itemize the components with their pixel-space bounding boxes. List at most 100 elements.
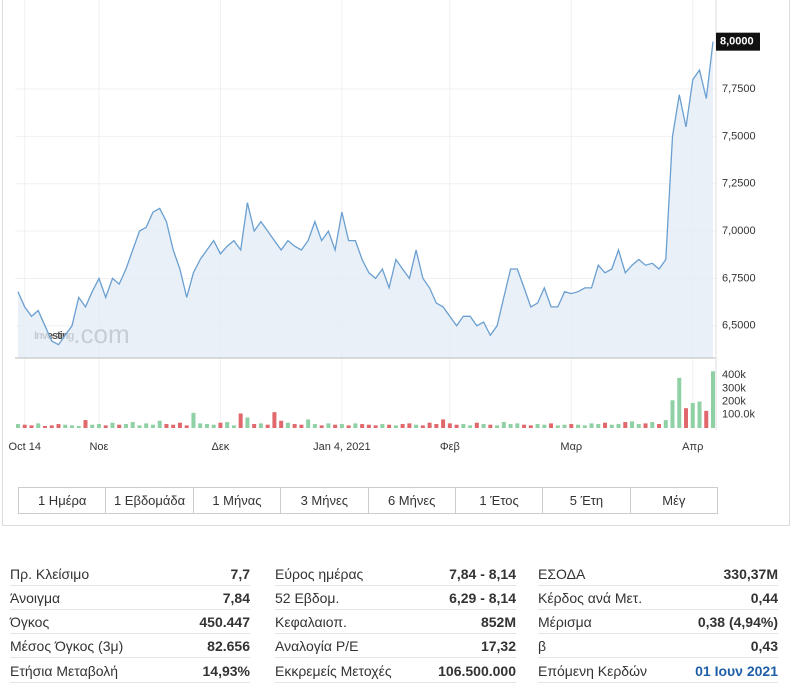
range-selector: 1 Ημέρα 1 Εβδομάδα 1 Μήνας 3 Μήνες 6 Μήνες 1 … — [18, 487, 718, 514]
volume-bar — [522, 424, 527, 428]
volume-bar — [582, 425, 587, 428]
stat-row: Όγκος 450.447 — [10, 610, 250, 634]
volume-bar — [117, 424, 122, 428]
range-button[interactable]: 5 Έτη — [543, 488, 631, 513]
volume-bar — [326, 423, 331, 428]
stat-value: 0,44 — [750, 590, 778, 606]
stat-value: 82.656 — [207, 638, 250, 654]
volume-bar — [29, 425, 34, 428]
volume-bar — [96, 424, 101, 428]
volume-bar — [16, 424, 20, 428]
volume-bar — [333, 424, 338, 428]
stat-row: Εκκρεμείς Μετοχές 106.500.000 — [275, 659, 516, 683]
volume-bar — [623, 422, 628, 428]
range-button[interactable]: 6 Μήνες — [369, 488, 456, 513]
stat-value: 450.447 — [199, 614, 250, 630]
volume-bar — [609, 424, 614, 428]
stat-row: Ετήσια Μεταβολή 14,93% — [10, 659, 250, 683]
stat-row: β 0,43 — [538, 634, 778, 658]
volume-bar — [535, 424, 540, 428]
volume-bar — [218, 422, 223, 428]
volume-bar — [211, 424, 216, 428]
volume-bar — [312, 424, 317, 428]
y-tick-label: 6,5000 — [722, 320, 756, 332]
volume-bar — [49, 425, 54, 428]
stat-label: Εύρος ημέρας — [275, 566, 364, 582]
volume-bar — [252, 424, 257, 428]
stat-row: Άνοιγμα 7,84 — [10, 586, 250, 610]
volume-bar — [76, 426, 81, 428]
volume-bar — [670, 400, 675, 428]
stat-value: 14,93% — [202, 663, 250, 679]
volume-bar — [346, 425, 351, 428]
y-tick-label: 7,5000 — [722, 130, 756, 142]
stat-value: 7,84 — [222, 590, 250, 606]
stat-label: Μέρισμα — [538, 614, 592, 630]
volume-bar — [549, 423, 554, 428]
volume-bar — [339, 424, 344, 428]
volume-bar — [123, 424, 128, 428]
volume-bar — [501, 422, 506, 428]
volume-bar — [83, 420, 88, 428]
volume-bar — [576, 424, 581, 428]
volume-bar — [36, 423, 41, 428]
volume-bar — [380, 424, 385, 428]
stat-label: Ετήσια Μεταβολή — [10, 663, 119, 679]
volume-bar — [130, 422, 135, 428]
volume-bar — [90, 424, 95, 428]
volume-bar — [157, 420, 162, 428]
stat-value: 330,37M — [723, 566, 778, 582]
volume-bar — [42, 426, 47, 428]
x-tick-label: Jan 4, 2021 — [313, 441, 371, 453]
volume-bar — [677, 377, 682, 428]
stat-value[interactable]: 01 Ιουν 2021 — [695, 663, 778, 679]
volume-bar — [353, 423, 358, 428]
x-tick-label: Απρ — [682, 441, 703, 453]
range-button[interactable]: 1 Ημέρα — [19, 488, 107, 513]
volume-bar — [144, 423, 149, 428]
volume-bar — [373, 425, 378, 428]
range-button[interactable]: 1 Έτος — [456, 488, 544, 513]
range-button[interactable]: 1 Εβδομάδα — [106, 488, 194, 513]
stat-row: Κέρδος ανά Μετ. 0,44 — [538, 586, 778, 610]
volume-bar — [407, 423, 412, 428]
stat-value: 852M — [480, 614, 516, 630]
range-button[interactable]: 1 Μήνας — [194, 488, 282, 513]
stat-label: Αναλογία P/E — [275, 638, 359, 654]
volume-bar — [198, 423, 203, 428]
stat-label: Επόμενη Κερδών — [538, 663, 648, 679]
stat-value: 0,43 — [750, 638, 778, 654]
stat-label: ΕΣΟΔΑ — [538, 566, 586, 582]
volume-bar — [137, 425, 142, 428]
volume-bar — [265, 424, 270, 428]
volume-bar — [643, 423, 648, 428]
volume-bar — [427, 422, 432, 428]
volume-bar — [225, 422, 230, 428]
stat-label: Κεφαλαιοπ. — [275, 614, 347, 630]
range-button[interactable]: 3 Μήνες — [281, 488, 369, 513]
stat-value: 0,38 (4,94%) — [697, 614, 778, 630]
x-tick-label: Μαρ — [560, 441, 582, 453]
volume-bar — [461, 424, 466, 428]
stat-value: 7,7 — [230, 566, 250, 582]
stat-label: Κέρδος ανά Μετ. — [538, 590, 643, 606]
volume-bar — [616, 424, 621, 428]
volume-tick-label: 300k — [722, 382, 746, 394]
volume-bar — [704, 410, 709, 428]
volume-bar — [56, 424, 61, 428]
volume-bar — [393, 425, 398, 428]
volume-tick-label: 200k — [722, 396, 746, 408]
y-tick-label: 7,7500 — [722, 83, 756, 95]
volume-bar — [285, 422, 290, 428]
volume-bar — [488, 424, 493, 428]
volume-bar — [164, 424, 169, 428]
stat-label: Μέσος Όγκος (3μ) — [10, 638, 124, 654]
volume-bar — [306, 419, 311, 428]
stat-value: 7,84 - 8,14 — [449, 566, 516, 582]
volume-bar — [447, 423, 452, 428]
range-button[interactable]: Μέγ — [662, 493, 686, 508]
volume-bar — [177, 422, 182, 428]
volume-bar — [420, 425, 425, 428]
chart: 6,5000 6,7500 7,0000 7,2500 7,5000 7,7500 Oct … — [9, 0, 760, 453]
